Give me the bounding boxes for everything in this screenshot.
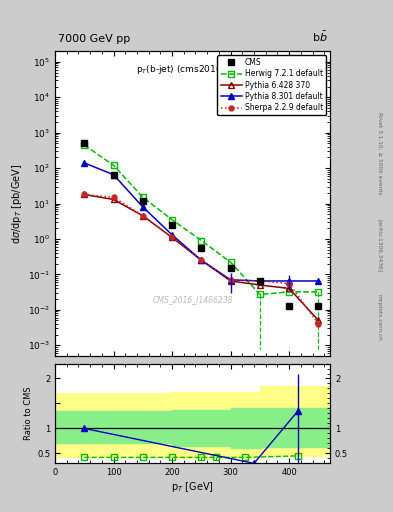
Sherpa 2.2.9 default <box>140 212 145 219</box>
Pythia 6.428 370 <box>82 191 86 198</box>
Pythia 8.301 default <box>228 277 233 283</box>
Pythia 8.301 default <box>199 257 204 263</box>
Pythia 8.301 default <box>111 172 116 178</box>
Sherpa 2.2.9 default <box>228 277 233 283</box>
Sherpa 2.2.9 default <box>82 191 86 198</box>
Herwig 7.2.1 default <box>257 291 262 297</box>
Line: Herwig 7.2.1 default: Herwig 7.2.1 default <box>81 142 321 297</box>
Sherpa 2.2.9 default <box>170 234 174 241</box>
Text: Rivet 3.1.10, ≥ 500k events: Rivet 3.1.10, ≥ 500k events <box>377 112 382 195</box>
Legend: CMS, Herwig 7.2.1 default, Pythia 6.428 370, Pythia 8.301 default, Sherpa 2.2.9 : CMS, Herwig 7.2.1 default, Pythia 6.428 … <box>217 55 326 115</box>
Text: mcplots.cern.ch: mcplots.cern.ch <box>377 294 382 341</box>
Pythia 6.428 370 <box>140 212 145 219</box>
Herwig 7.2.1 default <box>199 238 204 244</box>
Herwig 7.2.1 default <box>82 142 86 148</box>
Sherpa 2.2.9 default <box>199 257 204 263</box>
CMS <box>170 222 174 228</box>
Line: Pythia 8.301 default: Pythia 8.301 default <box>81 160 321 284</box>
Herwig 7.2.1 default <box>228 259 233 265</box>
Sherpa 2.2.9 default <box>257 278 262 284</box>
Line: CMS: CMS <box>81 140 322 309</box>
Herwig 7.2.1 default <box>170 217 174 223</box>
Pythia 6.428 370 <box>257 282 262 288</box>
Pythia 8.301 default <box>257 278 262 284</box>
CMS <box>199 245 204 251</box>
Text: p$_T$(b-jet) (cms2016-2b2j): p$_T$(b-jet) (cms2016-2b2j) <box>136 63 249 76</box>
Herwig 7.2.1 default <box>111 162 116 168</box>
Pythia 8.301 default <box>140 204 145 210</box>
Y-axis label: Ratio to CMS: Ratio to CMS <box>24 387 33 440</box>
Pythia 8.301 default <box>170 232 174 238</box>
X-axis label: p$_T$ [GeV]: p$_T$ [GeV] <box>171 480 214 494</box>
Text: CMS_2016_I1486238: CMS_2016_I1486238 <box>152 295 233 304</box>
Pythia 8.301 default <box>82 160 86 166</box>
Herwig 7.2.1 default <box>140 194 145 200</box>
Sherpa 2.2.9 default <box>111 194 116 200</box>
Pythia 6.428 370 <box>316 317 321 324</box>
Pythia 6.428 370 <box>228 278 233 284</box>
Pythia 6.428 370 <box>111 197 116 203</box>
Herwig 7.2.1 default <box>316 289 321 295</box>
CMS <box>287 303 292 309</box>
Line: Sherpa 2.2.9 default: Sherpa 2.2.9 default <box>82 192 321 326</box>
CMS <box>228 265 233 271</box>
Text: 7000 GeV pp: 7000 GeV pp <box>58 34 130 44</box>
Text: b$\bar{b}$: b$\bar{b}$ <box>312 29 327 44</box>
Sherpa 2.2.9 default <box>316 321 321 327</box>
CMS <box>82 140 86 146</box>
CMS <box>316 303 321 309</box>
Sherpa 2.2.9 default <box>287 281 292 287</box>
Pythia 8.301 default <box>287 278 292 284</box>
Pythia 6.428 370 <box>287 285 292 291</box>
CMS <box>111 172 116 178</box>
Pythia 8.301 default <box>316 278 321 284</box>
CMS <box>140 198 145 204</box>
Y-axis label: d$\sigma$/dp$_T$ [pb/GeV]: d$\sigma$/dp$_T$ [pb/GeV] <box>10 163 24 244</box>
Pythia 6.428 370 <box>199 257 204 263</box>
Herwig 7.2.1 default <box>287 289 292 295</box>
Pythia 6.428 370 <box>170 234 174 241</box>
Line: Pythia 6.428 370: Pythia 6.428 370 <box>81 191 321 324</box>
CMS <box>257 278 262 284</box>
Text: [arXiv:1306.3436]: [arXiv:1306.3436] <box>377 219 382 272</box>
